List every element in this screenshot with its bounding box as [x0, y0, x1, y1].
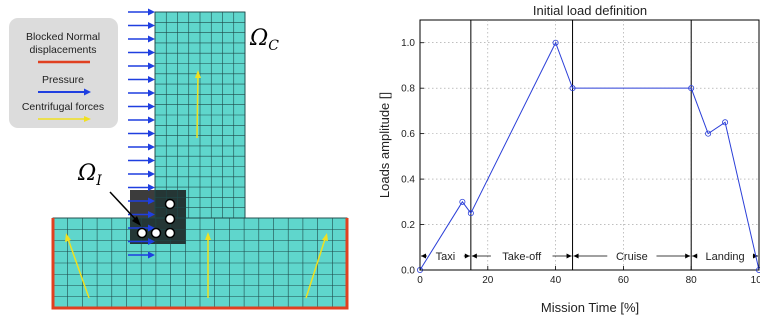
x-tick-label: 20: [482, 275, 494, 286]
pressure-arrowhead: [148, 62, 155, 70]
phase-span-arrowhead: [692, 253, 698, 259]
y-tick-label: 0.6: [401, 129, 415, 140]
x-tick-label: 40: [550, 275, 562, 286]
chart-series: [416, 39, 760, 273]
x-tick-label: 100: [751, 275, 760, 286]
chart-title: Initial load definition: [533, 3, 647, 18]
pressure-arrowhead: [148, 35, 155, 43]
pressure-arrowhead: [148, 224, 155, 232]
mesh-grid: [52, 11, 348, 309]
pressure-arrowhead: [148, 170, 155, 178]
series-line: [419, 41, 760, 271]
phase-span-arrowhead: [471, 253, 477, 259]
data-point: [467, 210, 474, 217]
pressure-arrowhead: [148, 8, 155, 16]
pressure-arrowhead: [148, 197, 155, 205]
centrifugal-arrowhead: [195, 70, 201, 78]
centrifugal-arrow: [305, 235, 327, 299]
phase-label: Cruise: [616, 251, 648, 263]
pressure-arrowhead: [148, 130, 155, 137]
legend-pressure-arrowhead: [84, 88, 91, 96]
data-point: [569, 85, 576, 92]
omega-i-label: ΩI: [77, 161, 102, 189]
omega-i-pointer: [109, 191, 139, 223]
data-point: [459, 198, 466, 205]
phase-span-arrowhead: [573, 253, 579, 259]
legend-centrifugal-arrowhead: [84, 116, 91, 122]
y-tick-label: 1.0: [401, 38, 415, 49]
legend-centrifugal-label: Centrifugal forces: [22, 101, 104, 113]
phase-span-arrowhead: [566, 253, 572, 259]
pressure-arrowhead: [148, 143, 155, 151]
x-axis-label: Mission Time [%]: [541, 300, 639, 315]
centrifugal-arrowhead: [322, 233, 328, 241]
legend: Blocked Normal displacements Pressure Ce…: [9, 18, 118, 128]
blocked-boundary: [51, 218, 349, 310]
pressure-arrowhead: [148, 116, 155, 124]
pressure-arrowhead: [148, 89, 155, 97]
data-point: [688, 85, 695, 92]
centrifugal-arrows: [65, 70, 328, 299]
phase-span-arrowhead: [685, 253, 691, 259]
pressure-arrowhead: [148, 251, 155, 259]
data-point: [722, 119, 729, 126]
legend-blocked-label-1: Blocked Normal: [26, 31, 100, 43]
phase-label: Landing: [706, 251, 745, 263]
pressure-arrowhead: [148, 22, 155, 29]
y-tick-label: 0.4: [401, 175, 415, 186]
legend-pressure-label: Pressure: [42, 74, 84, 86]
omega-i-pointer-head: [132, 216, 141, 226]
x-tick-label: 0: [417, 275, 423, 286]
phase-label: Take-off: [502, 251, 542, 263]
hole-marker: [164, 213, 176, 225]
y-axis-label: Loads amplitude []: [377, 92, 392, 198]
phase-boundaries: [470, 20, 692, 270]
mesh-diagram: ΩC ΩI Blocked Normal displacements Press…: [9, 8, 349, 310]
pressure-arrowhead: [148, 103, 155, 110]
centrifugal-arrow: [66, 235, 90, 299]
phase-span-arrowhead: [421, 253, 426, 259]
x-tick-label: 80: [686, 275, 698, 286]
centrifugal-arrowhead: [205, 232, 211, 240]
pressure-arrowhead: [148, 211, 155, 218]
hole-markers: [136, 198, 176, 239]
pressure-arrows: [128, 8, 155, 259]
data-point: [705, 130, 712, 137]
y-tick-label: 0.8: [401, 84, 415, 95]
omega-c-label: ΩC: [249, 26, 279, 54]
centrifugal-arrow: [196, 71, 199, 139]
phase-label: Taxi: [436, 251, 456, 263]
y-tick-label: 0.2: [401, 220, 415, 231]
pressure-arrowhead: [148, 157, 155, 164]
hole-marker: [164, 198, 176, 210]
y-tick-label: 0.0: [401, 266, 415, 277]
pressure-arrowhead: [148, 49, 155, 56]
centrifugal-arrowhead: [65, 233, 71, 242]
hole-marker: [150, 227, 162, 239]
legend-blocked-label-2: displacements: [29, 44, 96, 56]
legend-box: [9, 18, 118, 128]
x-tick-label: 60: [618, 275, 630, 286]
pressure-arrowhead: [148, 184, 155, 191]
data-point: [552, 39, 559, 46]
pressure-arrowhead: [148, 76, 155, 83]
phase-span-arrowhead: [464, 253, 470, 259]
hole-marker: [136, 227, 148, 239]
load-chart: Initial load definition Taxi Take-off Crui…: [377, 3, 760, 315]
plot-area: [419, 19, 760, 271]
pressure-arrowhead: [148, 238, 155, 245]
chart-ticks: 0 20 40 60 80 100 0.0 0.2 0.4 0.6 0.8 1.0: [401, 38, 760, 286]
hole-marker: [164, 227, 176, 239]
